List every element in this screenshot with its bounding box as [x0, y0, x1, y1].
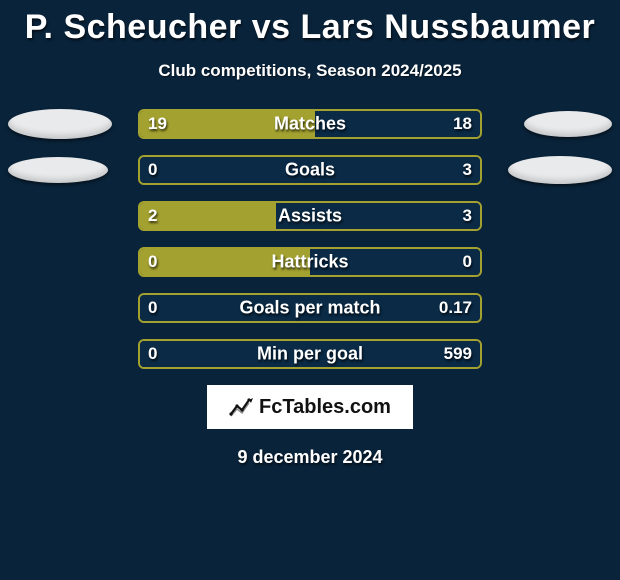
- stat-value-left: 0: [148, 344, 157, 364]
- stat-value-right: 3: [463, 206, 472, 226]
- stat-value-right: 0.17: [439, 298, 472, 318]
- comparison-chart: 1918Matches03Goals23Assists00Hattricks00…: [0, 109, 620, 369]
- stat-label: Goals per match: [239, 298, 380, 319]
- brand-badge: FcTables.com: [207, 385, 413, 429]
- player-marker-right: [524, 111, 612, 137]
- player-marker-left: [8, 157, 108, 183]
- stat-row: 0 0 Hattricks: [0, 247, 620, 277]
- date-label: 9 december 2024: [0, 447, 620, 468]
- brand-text: FcTables.com: [259, 396, 391, 419]
- stat-bar-fill-left: [140, 203, 276, 229]
- player-marker-left: [8, 109, 112, 139]
- stat-label: Hattricks: [271, 252, 348, 273]
- brand-icon: [229, 394, 255, 420]
- stat-value-right: 599: [444, 344, 472, 364]
- stat-value-right: 18: [453, 114, 472, 134]
- stat-label: Matches: [274, 114, 346, 135]
- stat-value-right: 0: [463, 252, 472, 272]
- stat-value-left: 0: [148, 160, 157, 180]
- stat-value-left: 19: [148, 114, 167, 134]
- stat-value-left: 0: [148, 252, 157, 272]
- stat-value-left: 0: [148, 298, 157, 318]
- stat-value-right: 3: [463, 160, 472, 180]
- page-subtitle: Club competitions, Season 2024/2025: [0, 61, 620, 81]
- page-title: P. Scheucher vs Lars Nussbaumer: [0, 0, 620, 47]
- stat-label: Min per goal: [257, 344, 363, 365]
- player-marker-right: [508, 156, 612, 184]
- stat-row: 0 3 Goals: [0, 155, 620, 185]
- stat-row: 0 0.17 Goals per match: [0, 293, 620, 323]
- stat-row: 2 3 Assists: [0, 201, 620, 231]
- stat-row: 19 18 Matches: [0, 109, 620, 139]
- stat-label: Goals: [285, 160, 335, 181]
- stat-value-left: 2: [148, 206, 157, 226]
- stat-label: Assists: [278, 206, 342, 227]
- stat-row: 0 599 Min per goal: [0, 339, 620, 369]
